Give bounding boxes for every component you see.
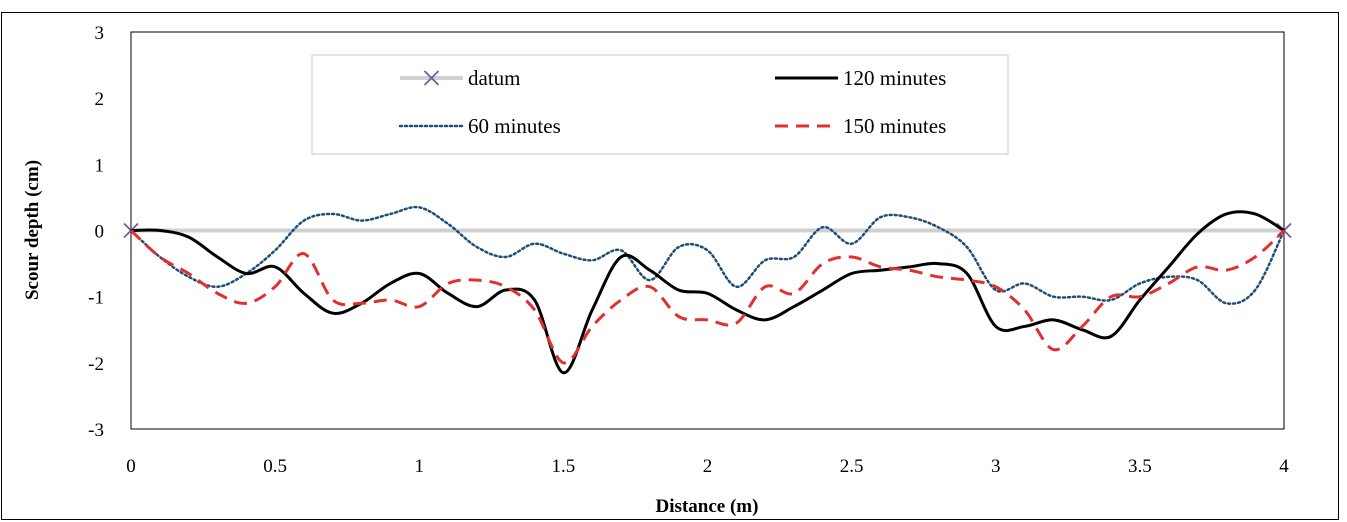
y-tick-label: -1	[88, 288, 104, 309]
legend-label: 120 minutes	[843, 66, 946, 90]
legend-label: 60 minutes	[468, 114, 561, 138]
series-line-3	[129, 229, 1286, 365]
y-tick-label: 3	[95, 23, 105, 44]
x-tick-label: 1	[415, 456, 425, 477]
x-axis-title: Distance (m)	[656, 496, 759, 517]
legend-label: 150 minutes	[843, 114, 946, 138]
legend-item-1: 60 minutes	[398, 114, 561, 138]
y-tick-labels: -3 -2 -1 0 1 2 3	[88, 23, 104, 441]
series-line-1	[129, 205, 1286, 305]
y-tick-label: -2	[88, 354, 104, 375]
legend: datum 60 minutes 120 minutes 150 minutes	[311, 54, 1009, 155]
x-tick-label: 2	[703, 456, 713, 477]
legend-item-3: 150 minutes	[775, 114, 946, 138]
y-tick-label: 2	[95, 89, 105, 110]
y-tick-label: -3	[88, 420, 104, 441]
x-tick-label: 4	[1279, 456, 1289, 477]
series-line-2	[130, 210, 1285, 375]
y-tick-label: 1	[95, 155, 105, 176]
series-layer	[123, 205, 1292, 375]
legend-label: datum	[468, 66, 521, 90]
x-tick-label: 2.5	[840, 456, 864, 477]
x-tick-label: 3.5	[1128, 456, 1152, 477]
x-tick-label: 3	[991, 456, 1001, 477]
x-tick-label: 0	[126, 456, 136, 477]
y-axis-title: Scour depth (cm)	[22, 160, 43, 300]
legend-item-2: 120 minutes	[775, 66, 946, 90]
x-tick-label: 1.5	[552, 456, 576, 477]
legend-item-0: datum	[400, 66, 521, 90]
y-tick-label: 0	[95, 222, 105, 243]
legend-box	[311, 54, 1009, 155]
x-tick-label: 0.5	[263, 456, 287, 477]
x-tick-labels: 0 0.5 1 1.5 2 2.5 3 3.5 4	[126, 456, 1289, 477]
